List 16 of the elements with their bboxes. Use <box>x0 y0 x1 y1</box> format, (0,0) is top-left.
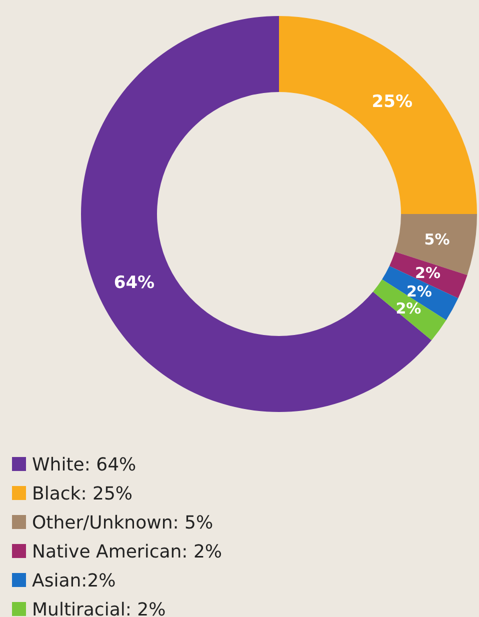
donut-slice <box>389 252 468 298</box>
donut-slice <box>382 266 458 320</box>
legend-label: Multiracial: 2% <box>32 599 166 617</box>
legend-label: Native American: 2% <box>32 541 222 562</box>
legend-label: White: 64% <box>32 454 136 476</box>
legend-label: Other/Unknown: 5% <box>32 512 214 534</box>
data-label: 2% <box>406 282 432 300</box>
data-label: 5% <box>424 230 450 248</box>
donut-slice <box>373 279 446 340</box>
donut-slice <box>279 16 477 214</box>
data-label: 64% <box>114 273 155 294</box>
data-label: 2% <box>415 264 440 282</box>
legend-label: Black: 25% <box>32 483 132 504</box>
data-label: 25% <box>372 92 412 112</box>
data-label: 2% <box>396 299 422 318</box>
legend-label: Asian:2% <box>32 570 116 592</box>
